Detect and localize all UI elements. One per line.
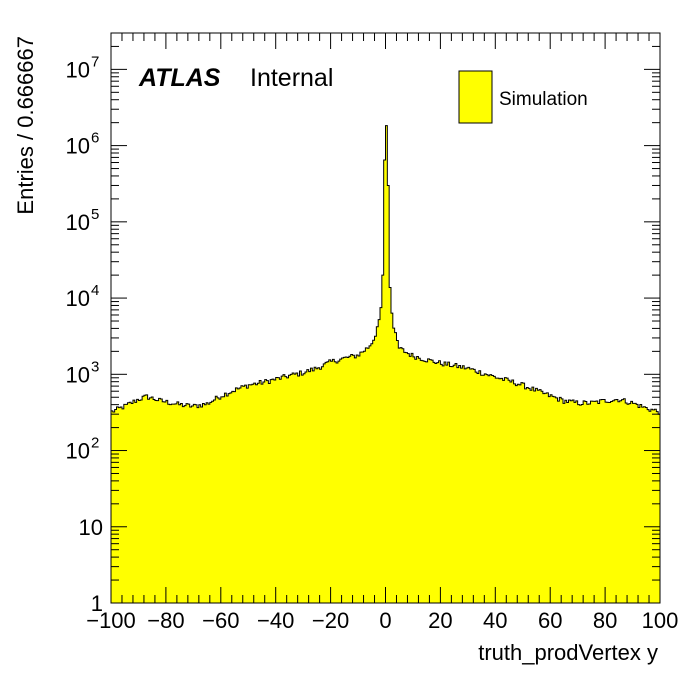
histogram-layer <box>110 125 661 604</box>
x-tick-label: −40 <box>257 608 294 633</box>
x-tick-label: −80 <box>147 608 184 633</box>
y-tick-exponent: 3 <box>91 358 99 375</box>
y-tick-exponent: 7 <box>91 53 99 70</box>
x-tick-label: 80 <box>593 608 617 633</box>
x-tick-label: 0 <box>379 608 391 633</box>
atlas-label: ATLAS <box>138 64 221 92</box>
x-tick-label: −60 <box>202 608 239 633</box>
x-tick-label: 100 <box>642 608 679 633</box>
x-tick-label: 60 <box>538 608 562 633</box>
y-tick-label: 10 <box>66 134 90 159</box>
y-tick-exponent: 4 <box>91 282 99 299</box>
y-tick-label: 10 <box>66 439 90 464</box>
y-tick-label: 1 <box>91 591 103 616</box>
y-tick-exponent: 6 <box>91 130 99 147</box>
internal-label: Internal <box>250 64 333 92</box>
x-axis-title: truth_prodVertex y <box>478 640 658 665</box>
legend-swatch <box>458 70 493 124</box>
y-tick-label: 10 <box>66 57 90 82</box>
histogram-series-simulation <box>110 125 661 604</box>
legend: Simulation <box>458 70 588 124</box>
y-tick-label: 10 <box>79 515 103 540</box>
y-tick-exponent: 5 <box>91 206 99 223</box>
y-tick-label: 10 <box>66 286 90 311</box>
y-tick-label: 10 <box>66 362 90 387</box>
y-tick-exponent: 2 <box>91 435 99 452</box>
legend-entry-simulation: Simulation <box>499 89 588 110</box>
y-tick-label: 10 <box>66 210 90 235</box>
y-axis-title: Entries / 0.666667 <box>13 36 38 215</box>
x-tick-label: −20 <box>312 608 349 633</box>
x-tick-label: −100 <box>86 608 136 633</box>
x-tick-label: 20 <box>428 608 452 633</box>
x-tick-label: 40 <box>483 608 507 633</box>
